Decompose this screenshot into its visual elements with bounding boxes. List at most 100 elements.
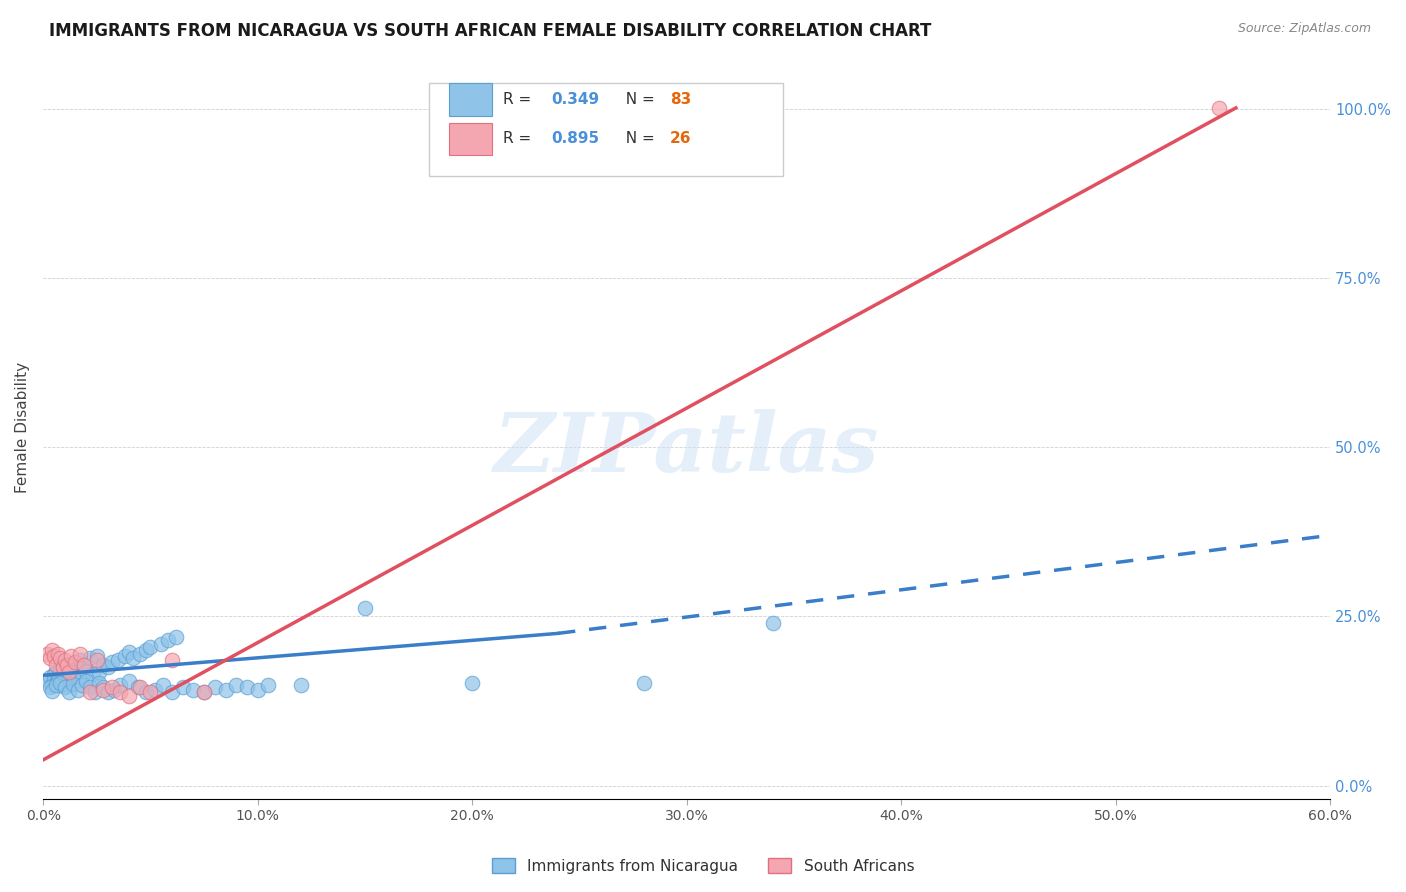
Point xyxy=(66,670,89,684)
Point xyxy=(225,678,247,692)
Point xyxy=(51,660,73,674)
Text: R =: R = xyxy=(503,131,536,146)
Point xyxy=(156,633,179,648)
Text: Source: ZipAtlas.com: Source: ZipAtlas.com xyxy=(1237,22,1371,36)
Point xyxy=(42,648,65,663)
Point xyxy=(42,672,65,686)
Point xyxy=(183,682,205,697)
Point xyxy=(62,673,84,688)
Point xyxy=(214,682,236,697)
Text: 26: 26 xyxy=(671,131,692,146)
Text: R =: R = xyxy=(503,92,536,107)
Point xyxy=(53,675,76,690)
Point xyxy=(86,648,108,663)
Point xyxy=(761,616,783,631)
FancyBboxPatch shape xyxy=(449,83,492,116)
Point xyxy=(73,658,96,673)
Point xyxy=(65,656,87,670)
Point xyxy=(128,647,150,661)
Point xyxy=(51,660,73,674)
Point xyxy=(56,678,79,692)
Point xyxy=(82,667,104,681)
Point xyxy=(118,645,141,659)
Point xyxy=(87,675,110,690)
Legend: Immigrants from Nicaragua, South Africans: Immigrants from Nicaragua, South African… xyxy=(485,852,921,880)
Point xyxy=(41,643,63,657)
Point xyxy=(135,685,157,699)
Point xyxy=(53,681,76,695)
Point xyxy=(79,685,101,699)
Point xyxy=(107,653,129,667)
Text: N =: N = xyxy=(616,92,659,107)
Point xyxy=(204,681,226,695)
Point xyxy=(49,651,72,665)
Point xyxy=(45,665,67,679)
Point xyxy=(69,653,91,667)
Point xyxy=(135,643,157,657)
Point xyxy=(45,678,67,692)
Point xyxy=(41,684,63,698)
Point xyxy=(150,636,173,650)
Point xyxy=(70,678,93,692)
Text: IMMIGRANTS FROM NICARAGUA VS SOUTH AFRICAN FEMALE DISABILITY CORRELATION CHART: IMMIGRANTS FROM NICARAGUA VS SOUTH AFRIC… xyxy=(49,22,932,40)
Point xyxy=(118,673,141,688)
Point xyxy=(58,672,80,686)
Point xyxy=(58,667,80,681)
Text: ZIPatlas: ZIPatlas xyxy=(494,409,880,490)
Text: 83: 83 xyxy=(671,92,692,107)
Point xyxy=(103,682,125,697)
Point xyxy=(56,664,79,678)
Point xyxy=(49,664,72,678)
Point xyxy=(236,681,259,695)
Point xyxy=(143,682,166,697)
Point xyxy=(91,658,114,673)
Point xyxy=(83,685,105,699)
Point xyxy=(110,678,132,692)
Point xyxy=(69,647,91,661)
FancyBboxPatch shape xyxy=(449,122,492,155)
Point xyxy=(79,651,101,665)
Point xyxy=(49,678,72,692)
Point xyxy=(53,670,76,684)
Point xyxy=(70,669,93,683)
Point xyxy=(62,677,84,691)
Point xyxy=(172,681,194,695)
Point xyxy=(96,660,118,674)
Point xyxy=(56,658,79,673)
Point xyxy=(160,653,183,667)
Point xyxy=(53,653,76,667)
Point xyxy=(58,665,80,679)
Point xyxy=(45,658,67,673)
Point xyxy=(101,681,124,695)
Point xyxy=(160,685,183,699)
Point xyxy=(65,665,87,679)
Point xyxy=(49,675,72,690)
Text: N =: N = xyxy=(616,131,659,146)
Point xyxy=(38,670,60,684)
FancyBboxPatch shape xyxy=(429,84,783,177)
Point xyxy=(257,678,280,692)
Point xyxy=(91,682,114,697)
Point xyxy=(75,664,97,678)
Point xyxy=(46,673,69,688)
Point xyxy=(66,682,89,697)
Point xyxy=(122,651,145,665)
Point xyxy=(60,658,83,673)
Point xyxy=(60,648,83,663)
Point xyxy=(118,690,141,704)
Point xyxy=(633,675,655,690)
Point xyxy=(101,656,124,670)
Y-axis label: Female Disability: Female Disability xyxy=(15,361,30,492)
Point xyxy=(46,647,69,661)
Text: 0.349: 0.349 xyxy=(551,92,600,107)
Point xyxy=(128,681,150,695)
Point xyxy=(38,681,60,695)
Point xyxy=(75,673,97,688)
Point xyxy=(139,685,162,699)
Point xyxy=(37,647,59,661)
Point xyxy=(51,667,73,681)
Point xyxy=(46,669,69,683)
Point xyxy=(461,675,484,690)
Point xyxy=(110,685,132,699)
Point xyxy=(193,685,215,699)
